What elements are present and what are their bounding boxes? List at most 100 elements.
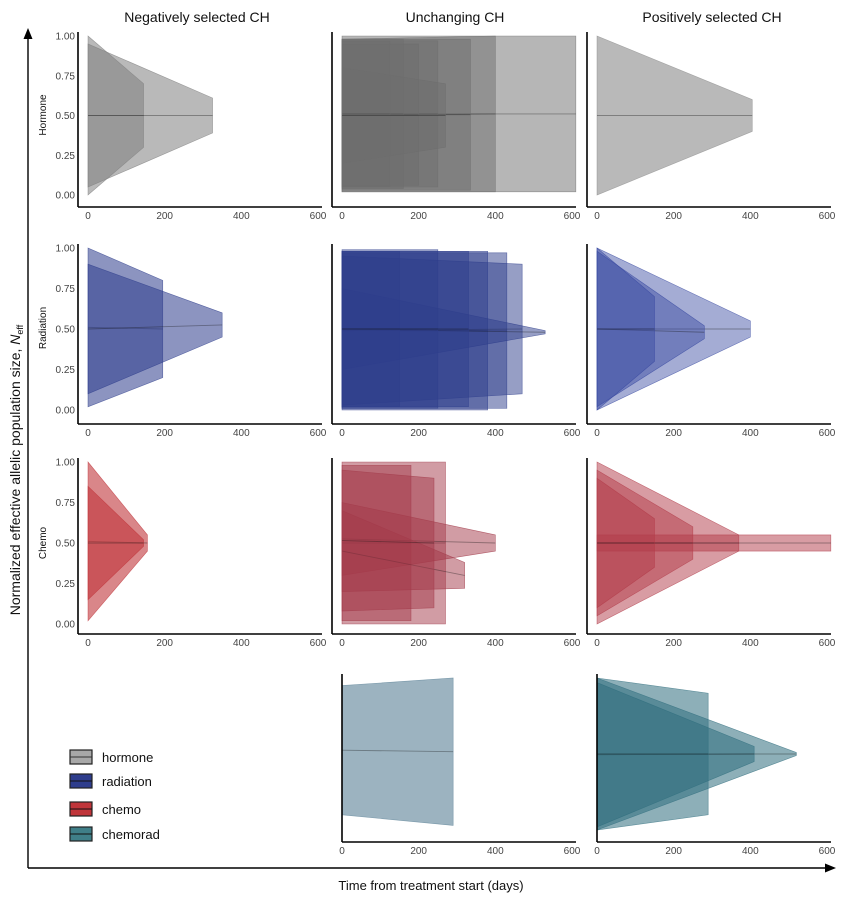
panel-1-0: 0 200 400 600 0.00 0.25 0.50 0.75 1.00 <box>56 244 327 440</box>
panel-0-0: 0 200 400 600 0.00 0.25 0.50 0.75 1.00 <box>56 32 327 223</box>
column-title-positive: Positively selected CH <box>642 9 781 25</box>
x-tick-label: 400 <box>487 638 504 649</box>
x-tick-label: 400 <box>742 428 759 439</box>
x-tick-label: 200 <box>665 846 682 857</box>
panel-2-0: 0 200 400 600 0.00 0.25 0.50 0.75 1.00 <box>56 458 327 650</box>
x-tick-label: 200 <box>156 428 173 439</box>
band-median-line <box>596 328 705 333</box>
band-area <box>596 247 655 411</box>
x-tick-label: 0 <box>85 638 91 649</box>
y-tick-label: 0.75 <box>56 71 76 82</box>
y-tick-label: 0.25 <box>56 151 76 162</box>
x-tick-label: 600 <box>310 428 327 439</box>
x-tick-label: 400 <box>233 211 250 222</box>
x-tick-label: 0 <box>339 846 345 857</box>
panels-layer: 0 200 400 600 0.00 0.25 0.50 0.75 1.00 0 200 400 600… <box>56 32 836 858</box>
x-tick-label: 0 <box>85 211 91 222</box>
x-tick-label: 400 <box>487 428 504 439</box>
band-area <box>596 477 655 609</box>
band-median-line <box>87 324 223 330</box>
x-tick-label: 200 <box>410 638 427 649</box>
x-tick-label: 0 <box>85 428 91 439</box>
y-tick-label: 1.00 <box>56 32 76 43</box>
row-label-chemo: Chemo <box>38 526 49 559</box>
x-tick-label: 600 <box>310 211 327 222</box>
y-tick-label: 0.25 <box>56 365 76 376</box>
panel-3-2: 0 200 400 600 <box>594 674 836 857</box>
legend-item-chemo: chemo <box>69 801 141 817</box>
legend-label-chemo: chemo <box>102 802 141 817</box>
x-tick-label: 400 <box>233 428 250 439</box>
legend-item-hormone: hormone <box>69 749 153 765</box>
panel-0-1: 0 200 400 600 <box>331 32 581 222</box>
x-tick-label: 600 <box>819 428 836 439</box>
x-tick-label: 600 <box>564 211 581 222</box>
x-tick-label: 0 <box>594 211 600 222</box>
x-tick-label: 0 <box>339 638 345 649</box>
x-tick-label: 400 <box>233 638 250 649</box>
x-tick-label: 400 <box>742 846 759 857</box>
x-tick-label: 0 <box>594 638 600 649</box>
x-tick-label: 400 <box>487 211 504 222</box>
x-tick-label: 200 <box>665 211 682 222</box>
y-tick-label: 0.00 <box>56 620 76 631</box>
band-area <box>341 469 435 612</box>
column-title-unchanging: Unchanging CH <box>406 9 505 25</box>
x-tick-label: 200 <box>156 211 173 222</box>
y-tick-label: 0.75 <box>56 284 76 295</box>
y-tick-label: 0.00 <box>56 191 76 202</box>
x-tick-label: 600 <box>564 428 581 439</box>
legend-label-radiation: radiation <box>102 774 152 789</box>
band-area <box>341 250 469 408</box>
y-tick-label: 0.50 <box>56 325 76 336</box>
y-tick-label: 0.75 <box>56 498 76 509</box>
y-tick-label: 0.00 <box>56 406 76 417</box>
outer-y-arrow <box>23 28 33 39</box>
panel-1-2: 0 200 400 600 <box>586 244 836 439</box>
x-tick-label: 0 <box>594 428 600 439</box>
x-tick-label: 0 <box>594 846 600 857</box>
band-area <box>596 35 753 196</box>
band-area <box>87 43 213 188</box>
figure-x-label: Time from treatment start (days) <box>338 878 523 893</box>
legend-label-chemorad: chemorad <box>102 827 160 842</box>
x-tick-label: 0 <box>339 211 345 222</box>
y-tick-label: 1.00 <box>56 244 76 255</box>
panel-2-1: 0 200 400 600 <box>331 458 581 649</box>
x-tick-label: 200 <box>410 211 427 222</box>
legend-item-chemorad: chemorad <box>69 826 160 842</box>
x-tick-label: 200 <box>410 846 427 857</box>
x-tick-label: 200 <box>665 428 682 439</box>
band-area <box>341 67 446 164</box>
outer-x-arrow <box>825 863 836 873</box>
figure-y-label: Normalized effective allelic population … <box>7 324 25 615</box>
x-tick-label: 200 <box>665 638 682 649</box>
panel-0-2: 0 200 400 600 <box>586 32 836 222</box>
panel-1-1: 0 200 400 600 <box>331 244 581 439</box>
x-tick-label: 600 <box>819 638 836 649</box>
x-tick-label: 200 <box>156 638 173 649</box>
x-tick-label: 200 <box>410 428 427 439</box>
x-tick-label: 400 <box>487 846 504 857</box>
panel-3-1: 0 200 400 600 <box>339 674 581 857</box>
y-tick-label: 0.25 <box>56 579 76 590</box>
panel-2-2: 0 200 400 600 <box>586 458 836 649</box>
y-tick-label: 0.50 <box>56 111 76 122</box>
x-tick-label: 400 <box>742 638 759 649</box>
x-tick-label: 600 <box>819 211 836 222</box>
y-tick-label: 0.50 <box>56 539 76 550</box>
row-label-hormone: Hormone <box>38 94 49 136</box>
legend-item-radiation: radiation <box>69 773 152 789</box>
band-area <box>87 263 223 395</box>
column-title-negative: Negatively selected CH <box>124 9 270 25</box>
band-median-line <box>341 749 454 753</box>
x-tick-label: 600 <box>310 638 327 649</box>
legend: hormone radiation chemo chemorad <box>69 749 160 842</box>
legend-label-hormone: hormone <box>102 750 153 765</box>
x-tick-label: 600 <box>564 846 581 857</box>
x-tick-label: 600 <box>564 638 581 649</box>
x-tick-label: 0 <box>339 428 345 439</box>
x-tick-label: 600 <box>819 846 836 857</box>
band-median-line <box>341 540 435 544</box>
